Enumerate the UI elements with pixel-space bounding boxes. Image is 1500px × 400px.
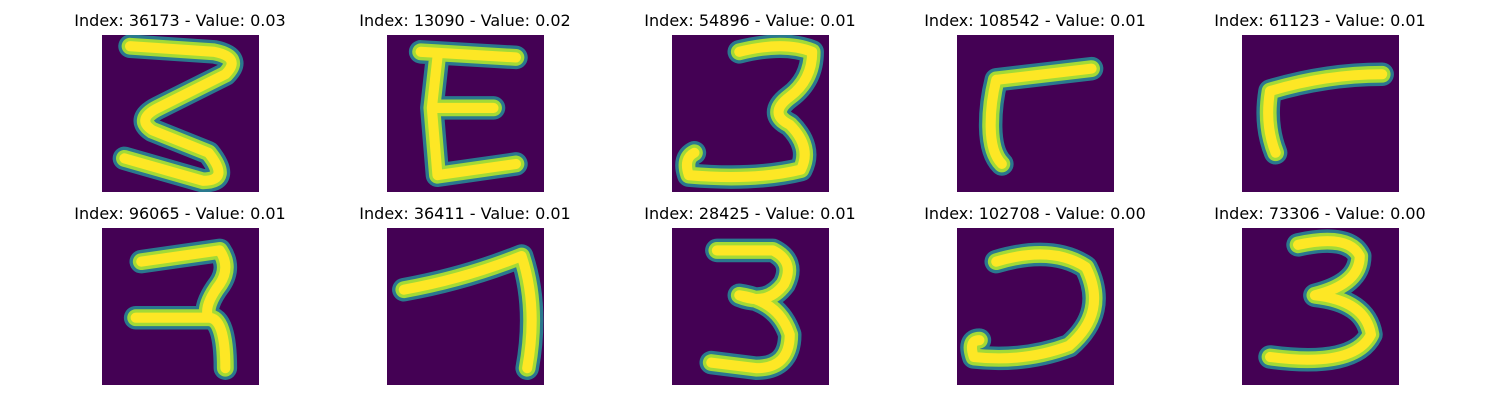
digit-image [672,35,829,192]
digit-stroke [415,46,522,181]
image-panel: Index: 102708 - Value: 0.00 [885,193,1185,385]
digit-image [102,35,259,192]
panel-title: Index: 13090 - Value: 0.02 [359,11,571,30]
digit-stroke [130,245,231,374]
image-panel: Index: 108542 - Value: 0.01 [885,0,1185,192]
image-panel: Index: 28425 - Value: 0.01 [600,193,900,385]
digit-image [957,35,1114,192]
digit-image [1242,35,1399,192]
digit-stroke [681,41,818,183]
panel-title: Index: 54896 - Value: 0.01 [644,11,856,30]
panel-title: Index: 108542 - Value: 0.01 [924,11,1146,30]
digit-stroke [985,63,1097,170]
digit-stroke [119,41,237,186]
image-panel: Index: 13090 - Value: 0.02 [315,0,615,192]
digit-image [672,228,829,385]
panel-title: Index: 73306 - Value: 0.00 [1214,204,1426,223]
digit-stroke [966,249,1100,364]
panel-title: Index: 36411 - Value: 0.01 [359,204,571,223]
digit-image [1242,228,1399,385]
digit-stroke [1264,236,1377,365]
image-panel: Index: 61123 - Value: 0.01 [1170,0,1470,192]
image-panel: Index: 73306 - Value: 0.00 [1170,193,1470,385]
panel-title: Index: 28425 - Value: 0.01 [644,204,856,223]
panel-title: Index: 96065 - Value: 0.01 [74,204,286,223]
image-panel: Index: 54896 - Value: 0.01 [600,0,900,192]
panel-title: Index: 61123 - Value: 0.01 [1214,11,1426,30]
digit-stroke [1263,69,1388,158]
digit-image [387,228,544,385]
digit-stroke [398,250,537,374]
panel-title: Index: 36173 - Value: 0.03 [74,11,286,30]
image-panel: Index: 36411 - Value: 0.01 [315,193,615,385]
digit-image [387,35,544,192]
panel-title: Index: 102708 - Value: 0.00 [924,204,1146,223]
digit-image [102,228,259,385]
digit-image [957,228,1114,385]
digit-stroke [706,245,795,374]
image-panel: Index: 36173 - Value: 0.03 [30,0,330,192]
image-panel: Index: 96065 - Value: 0.01 [30,193,330,385]
